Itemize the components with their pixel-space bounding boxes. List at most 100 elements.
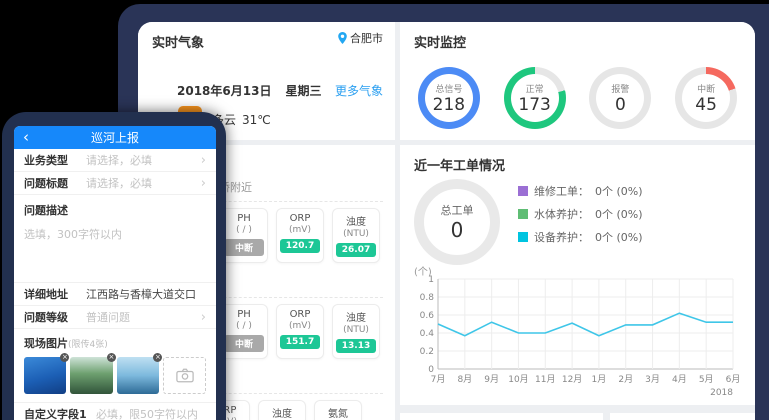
axis-tick-label: 1 bbox=[428, 275, 434, 285]
add-photo-button[interactable] bbox=[163, 357, 206, 394]
axis-tick-label: 8月 bbox=[457, 374, 472, 385]
remove-photo-icon[interactable]: × bbox=[60, 353, 70, 362]
more-weather-link[interactable]: 更多气象 bbox=[334, 84, 383, 98]
axis-tick-label: 9月 bbox=[484, 374, 499, 385]
photos-label: 现场图片 bbox=[24, 337, 68, 350]
sensor-value-badge: 13.13 bbox=[336, 339, 376, 353]
field-value: 江西路与香樟大道交口 bbox=[86, 288, 196, 301]
total-workorder-value: 0 bbox=[450, 218, 464, 242]
sensor-label: 浊度 bbox=[346, 217, 366, 228]
monitor-gauge: 总信号 218 bbox=[417, 67, 480, 129]
weekday-label: 星期三 bbox=[285, 84, 322, 98]
legend-row: 水体养护： 0个 (0%) bbox=[518, 206, 643, 222]
back-icon[interactable]: ‹ bbox=[23, 128, 29, 146]
gauge-label: 总信号 bbox=[435, 84, 463, 95]
sensor-label: PH bbox=[237, 213, 251, 224]
gauge-inner: 中断 45 bbox=[682, 74, 731, 122]
photos-row: × × × bbox=[24, 353, 206, 394]
legend-row: 维修工单： 0个 (0%) bbox=[518, 183, 643, 199]
workorder-panel: 近一年工单情况 总工单 0 维修工单： 0个 (0%) 水体养护： 0个 (0%… bbox=[400, 145, 755, 405]
sensor-value-badge: 中断 bbox=[224, 335, 264, 352]
axis-tick-label: 7月 bbox=[431, 374, 446, 385]
axis-tick-label: 2018 bbox=[710, 388, 733, 398]
field-address[interactable]: 详细地址 江西路与香樟大道交口 bbox=[14, 283, 216, 306]
chevron-right-icon: › bbox=[200, 152, 206, 168]
gauge-label: 中断 bbox=[697, 84, 716, 95]
divider bbox=[158, 297, 383, 298]
axis-tick-label: 6月 bbox=[726, 374, 741, 385]
workorder-line-chart: 0 0.2 0.4 0.6 0.8 1 7月 8月 9月 10月 11月 12月 1月 2月 3月 4月 5月 6… bbox=[408, 273, 748, 401]
monitor-title: 实时监控 bbox=[414, 36, 467, 51]
sensor-label: 浊度 bbox=[346, 313, 366, 324]
sensor-label: 氨氮 bbox=[328, 409, 348, 420]
legend-value: 0个 (0%) bbox=[595, 231, 643, 244]
sensor-value-badge: 151.7 bbox=[280, 335, 320, 349]
sensor-unit: (NTU) bbox=[343, 229, 369, 239]
river-photo-2[interactable]: × bbox=[70, 353, 116, 394]
date-row: 2018年6月13日 星期三 bbox=[177, 82, 321, 99]
monitor-gauge: 正常 173 bbox=[503, 67, 566, 129]
sensor-label: ORP bbox=[289, 213, 311, 224]
sensor-label: PH bbox=[237, 309, 251, 320]
workorder-series-line bbox=[437, 312, 733, 337]
sensor-card: 浊度 (NTU) 26.07 bbox=[332, 208, 380, 263]
sensor-unit: ( / ) bbox=[236, 225, 252, 235]
divider bbox=[158, 393, 383, 394]
line-chart-svg: 0 0.2 0.4 0.6 0.8 1 7月 8月 9月 10月 11月 12月 1月 2月 3月 4月 5月 6… bbox=[420, 275, 741, 398]
sensor-unit: (mV) bbox=[289, 321, 311, 331]
field-label: 业务类型 bbox=[24, 154, 68, 167]
monitor-panel: 实时监控 总信号 218 正常 173 报警 0 中断 45 bbox=[400, 22, 755, 140]
gauge-value: 45 bbox=[695, 94, 717, 115]
chevron-right-icon: › bbox=[200, 309, 206, 325]
sensor-value-badge: 120.7 bbox=[280, 239, 320, 253]
gauge-label: 报警 bbox=[611, 84, 630, 95]
field-custom-1[interactable]: 自定义字段1 必填，限50字符以内 bbox=[14, 403, 216, 420]
sensor-unit: (NTU) bbox=[343, 325, 369, 335]
sensor-card: 浊度 (NTU) 13.86 bbox=[258, 400, 306, 420]
phone-title: 巡河上报 bbox=[90, 131, 139, 145]
river-photo-3[interactable]: × bbox=[116, 353, 163, 394]
workorder-title: 近一年工单情况 bbox=[414, 159, 506, 174]
field-placeholder: 请选择，必填 bbox=[86, 177, 152, 190]
city-selector[interactable]: 合肥市 bbox=[338, 30, 383, 46]
field-label: 自定义字段1 bbox=[24, 408, 87, 420]
gauge-inner: 报警 0 bbox=[596, 74, 645, 122]
axis-tick-label: 0.4 bbox=[420, 329, 435, 339]
monitor-gauge: 报警 0 bbox=[589, 67, 652, 129]
legend-label: 维修工单： bbox=[534, 185, 589, 198]
gauge-value: 173 bbox=[518, 94, 551, 115]
remove-photo-icon[interactable]: × bbox=[106, 353, 116, 362]
date-label: 2018年6月13日 bbox=[177, 84, 272, 98]
field-issue-description[interactable]: 问题描述 选填，300字符以内 bbox=[14, 195, 216, 283]
photos-section: 现场图片(限传4张) × × × bbox=[14, 329, 216, 403]
workorder-legend: 维修工单： 0个 (0%) 水体养护： 0个 (0%) 设备养护： 0个 (0%… bbox=[518, 183, 643, 252]
sensor-card: PH ( / ) 中断 bbox=[220, 304, 268, 359]
axis-tick-label: 0.6 bbox=[420, 311, 435, 321]
axis-tick-label: 2月 bbox=[618, 374, 633, 385]
total-workorder-donut: 总工单 0 bbox=[414, 179, 500, 265]
axis-tick-label: 5月 bbox=[699, 374, 714, 385]
sensor-unit: (mV) bbox=[289, 225, 311, 235]
axis-tick-label: 4月 bbox=[672, 374, 687, 385]
axis-tick-label: 1月 bbox=[592, 374, 607, 385]
field-placeholder: 请选择，必填 bbox=[86, 154, 152, 167]
field-issue-level[interactable]: 问题等级 普通问题 › bbox=[14, 306, 216, 329]
axis-tick-label: 0 bbox=[428, 365, 434, 375]
gauge-inner: 总信号 218 bbox=[424, 74, 473, 122]
field-placeholder: 选填，300字符以内 bbox=[24, 228, 122, 241]
axis-tick-label: 3月 bbox=[645, 374, 660, 385]
legend-label: 水体养护： bbox=[534, 208, 589, 221]
phone-header: ‹ 巡河上报 bbox=[14, 126, 216, 149]
field-business-type[interactable]: 业务类型 请选择，必填 › bbox=[14, 149, 216, 172]
remove-photo-icon[interactable]: × bbox=[153, 353, 163, 362]
axis-tick-label: 10月 bbox=[508, 374, 528, 385]
bottom-panel-left bbox=[400, 413, 603, 420]
chevron-right-icon: › bbox=[200, 175, 206, 191]
axis-tick-label: 0.2 bbox=[420, 347, 434, 357]
phone-screen: ‹ 巡河上报 业务类型 请选择，必填 › 问题标题 请选择，必填 › 问题描述 … bbox=[14, 126, 216, 420]
field-issue-title[interactable]: 问题标题 请选择，必填 › bbox=[14, 172, 216, 195]
monitor-gauge: 中断 45 bbox=[675, 67, 738, 129]
river-photo-1[interactable]: × bbox=[24, 353, 70, 394]
